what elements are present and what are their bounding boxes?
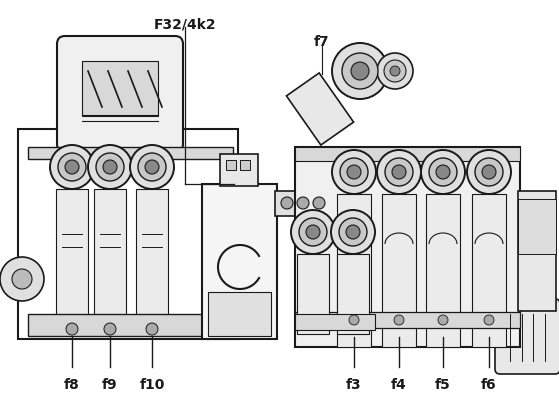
Bar	[202, 184, 277, 339]
FancyBboxPatch shape	[495, 299, 559, 374]
Text: F32/4k2: F32/4k2	[154, 18, 216, 32]
Bar	[136, 189, 168, 334]
Text: f8: f8	[64, 377, 80, 391]
Circle shape	[299, 218, 327, 246]
Text: f5: f5	[435, 377, 451, 391]
Circle shape	[65, 161, 79, 175]
Bar	[220, 155, 258, 187]
Bar	[240, 161, 250, 171]
Circle shape	[0, 257, 44, 301]
Circle shape	[475, 159, 503, 187]
Bar	[226, 161, 236, 171]
Bar	[275, 191, 330, 216]
Bar	[18, 130, 238, 339]
Bar	[28, 148, 233, 160]
Bar	[28, 314, 233, 336]
Circle shape	[392, 166, 406, 180]
Text: f10: f10	[139, 377, 165, 391]
Circle shape	[103, 161, 117, 175]
Circle shape	[429, 159, 457, 187]
Circle shape	[339, 218, 367, 246]
Circle shape	[385, 159, 413, 187]
Circle shape	[96, 154, 124, 182]
Circle shape	[349, 315, 359, 325]
Circle shape	[390, 67, 400, 77]
Circle shape	[12, 270, 32, 289]
Circle shape	[421, 151, 465, 195]
Circle shape	[50, 146, 94, 189]
Circle shape	[130, 146, 174, 189]
Circle shape	[377, 54, 413, 90]
Circle shape	[482, 166, 496, 180]
Bar	[297, 254, 329, 334]
Circle shape	[281, 198, 293, 209]
Circle shape	[436, 166, 450, 180]
Circle shape	[146, 323, 158, 335]
Circle shape	[145, 161, 159, 175]
Circle shape	[384, 61, 406, 83]
Circle shape	[291, 211, 335, 254]
Circle shape	[394, 315, 404, 325]
Text: f6: f6	[481, 377, 497, 391]
Circle shape	[342, 54, 378, 90]
Circle shape	[347, 166, 361, 180]
Bar	[472, 195, 506, 347]
Bar	[56, 189, 88, 334]
Circle shape	[138, 154, 166, 182]
Circle shape	[438, 315, 448, 325]
Circle shape	[346, 225, 360, 239]
Circle shape	[306, 225, 320, 239]
Text: f7: f7	[314, 35, 330, 49]
Text: f9: f9	[102, 377, 118, 391]
Bar	[518, 191, 556, 311]
Circle shape	[484, 315, 494, 325]
Bar	[382, 195, 416, 347]
Circle shape	[340, 159, 368, 187]
Circle shape	[88, 146, 132, 189]
FancyBboxPatch shape	[57, 37, 183, 153]
Circle shape	[351, 63, 369, 81]
Bar	[94, 189, 126, 334]
Circle shape	[58, 154, 86, 182]
Bar	[295, 314, 375, 330]
Bar	[82, 62, 158, 117]
Bar	[295, 148, 520, 162]
Circle shape	[377, 151, 421, 195]
Circle shape	[66, 323, 78, 335]
Bar	[295, 148, 520, 347]
Bar	[426, 195, 460, 347]
Circle shape	[467, 151, 511, 195]
Bar	[518, 200, 556, 254]
Circle shape	[313, 198, 325, 209]
Bar	[337, 254, 369, 334]
Circle shape	[332, 44, 388, 100]
Circle shape	[297, 198, 309, 209]
Circle shape	[104, 323, 116, 335]
Bar	[208, 292, 271, 336]
Text: f3: f3	[346, 377, 362, 391]
Text: f4: f4	[391, 377, 407, 391]
Bar	[337, 195, 371, 347]
Circle shape	[332, 151, 376, 195]
Circle shape	[331, 211, 375, 254]
Polygon shape	[286, 74, 354, 146]
Bar	[295, 312, 520, 328]
